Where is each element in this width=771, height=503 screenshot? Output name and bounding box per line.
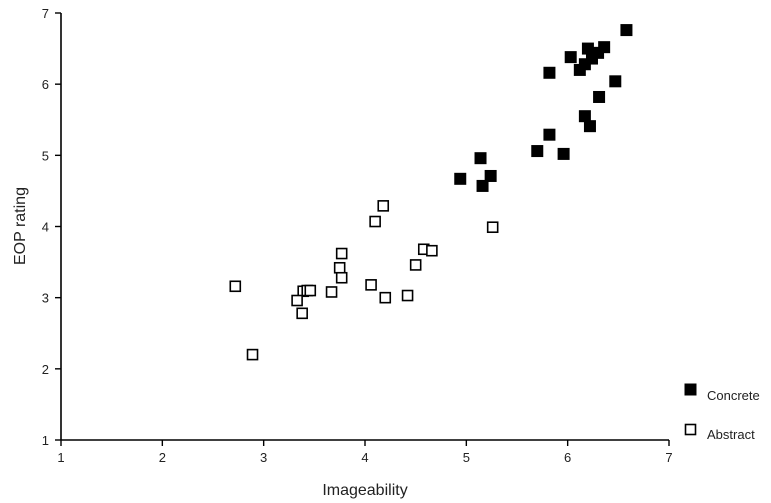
x-ticks: 1 2 3 4 5 6 7 [57,440,673,465]
data-point-concrete [620,24,633,37]
x-tick-label: 2 [159,450,166,465]
data-point-abstract [426,244,438,257]
data-point-concrete [557,147,570,160]
x-axis-title: Imageability [322,482,407,499]
axes [60,13,669,441]
data-point-abstract [246,348,259,361]
data-point-abstract [401,289,414,302]
y-tick-label: 7 [42,6,49,21]
data-point-concrete [454,172,467,185]
data-point-abstract [335,247,348,260]
legend-marker-abstract [684,423,697,436]
y-tick-label: 4 [42,220,49,235]
data-point-concrete [531,145,544,158]
x-tick-label: 5 [463,450,470,465]
data-point-concrete [581,42,594,55]
data-point-abstract [365,279,377,291]
data-point-concrete [474,152,487,165]
data-point-abstract [486,221,499,234]
data-point-concrete [564,51,577,64]
legend-marker-concrete [684,383,697,396]
data-point-concrete [573,63,586,76]
y-ticks: 1 2 3 4 5 6 7 [42,6,61,448]
data-point-abstract [377,200,390,212]
data-points [229,24,633,361]
y-tick-label: 2 [42,362,49,377]
data-point-abstract [291,294,303,307]
data-point-concrete [543,66,556,79]
data-point-concrete [484,169,497,182]
x-tick-label: 3 [260,450,267,465]
x-tick-label: 1 [57,450,64,465]
x-tick-label: 4 [361,450,368,465]
data-point-concrete [476,179,489,192]
legend: Concrete Abstract [684,383,760,442]
data-point-concrete [578,110,591,123]
y-axis-title: EOP rating [12,187,29,265]
legend-label-concrete: Concrete [707,388,760,403]
data-point-abstract [409,259,422,271]
legend-label-abstract: Abstract [707,427,755,442]
data-point-concrete [583,120,596,133]
y-tick-label: 3 [42,291,49,306]
y-tick-label: 1 [42,433,49,448]
data-point-abstract [333,261,346,274]
data-point-concrete [593,90,606,103]
x-tick-label: 7 [665,450,672,465]
data-point-abstract [296,307,308,320]
data-point-abstract [304,284,317,297]
data-point-abstract [335,271,348,284]
data-point-concrete [609,75,622,88]
x-tick-label: 6 [564,450,571,465]
y-tick-label: 6 [42,77,49,92]
data-point-concrete [543,128,556,141]
data-point-abstract [229,280,242,293]
data-point-abstract [325,286,338,298]
data-point-abstract [379,291,392,304]
y-tick-label: 5 [42,148,49,163]
data-point-abstract [369,215,381,228]
